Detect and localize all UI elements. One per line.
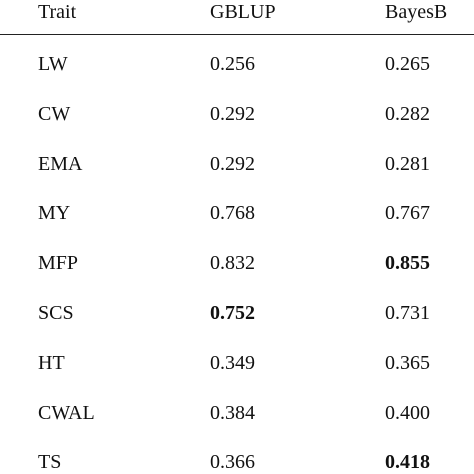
value-cell: 0.349	[210, 351, 255, 374]
value-cell: 0.855	[385, 252, 430, 275]
value-cell: 0.365	[385, 351, 430, 374]
value-cell: 0.418	[385, 451, 430, 474]
value-cell: 0.832	[210, 252, 255, 275]
value-cell: 0.767	[385, 202, 430, 225]
trait-cell: TS	[38, 451, 62, 474]
header-cell: Trait	[38, 1, 77, 23]
value-cell: 0.731	[385, 302, 430, 324]
trait-cell: MFP	[38, 252, 79, 275]
value-cell: 0.384	[210, 401, 255, 424]
value-cell: 0.400	[385, 401, 430, 424]
trait-cell: SCS	[38, 302, 74, 324]
value-cell: 0.292	[210, 102, 255, 125]
value-cell: 0.256	[210, 53, 255, 75]
value-cell: 0.265	[385, 53, 430, 75]
trait-cell: MY	[38, 202, 71, 225]
header-cell: BayesB	[385, 1, 448, 23]
value-cell: 0.366	[210, 451, 255, 474]
value-cell: 0.752	[210, 302, 255, 324]
header-rule	[0, 34, 474, 35]
trait-cell: CW	[38, 102, 71, 125]
value-cell: 0.281	[385, 152, 430, 175]
value-cell: 0.292	[210, 152, 255, 175]
trait-cell: LW	[38, 53, 68, 75]
value-cell: 0.282	[385, 102, 430, 125]
value-cell: 0.768	[210, 202, 255, 225]
trait-cell: CWAL	[38, 401, 95, 424]
trait-cell: HT	[38, 351, 65, 374]
trait-cell: EMA	[38, 152, 83, 175]
header-cell: GBLUP	[210, 1, 276, 23]
